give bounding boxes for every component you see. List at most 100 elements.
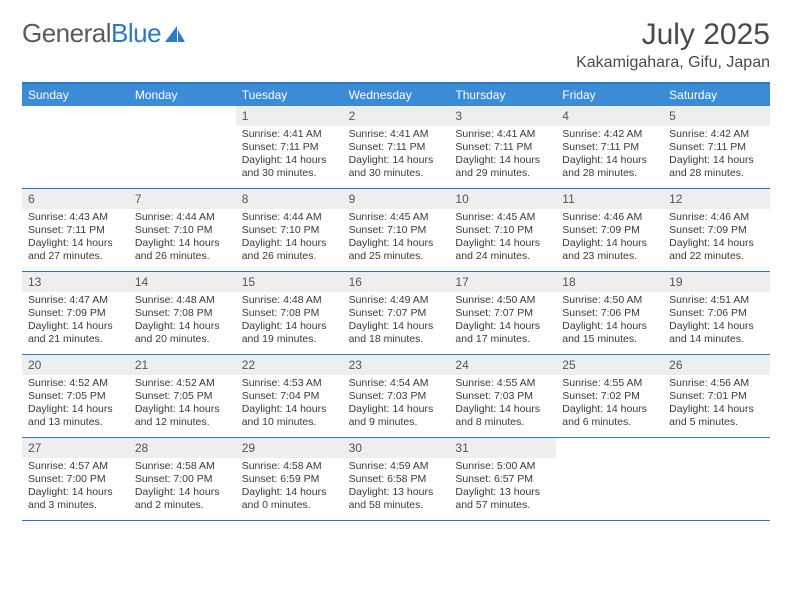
dow-saturday: Saturday <box>663 84 770 106</box>
day-cell: 27Sunrise: 4:57 AMSunset: 7:00 PMDayligh… <box>22 438 129 520</box>
day-cell <box>556 438 663 520</box>
day-details: Sunrise: 4:41 AMSunset: 7:11 PMDaylight:… <box>343 126 450 184</box>
dow-monday: Monday <box>129 84 236 106</box>
day-number: 29 <box>236 438 343 458</box>
day-number: 8 <box>236 189 343 209</box>
day-details: Sunrise: 4:45 AMSunset: 7:10 PMDaylight:… <box>449 209 556 267</box>
day-cell: 4Sunrise: 4:42 AMSunset: 7:11 PMDaylight… <box>556 106 663 188</box>
day-cell <box>129 106 236 188</box>
day-cell: 21Sunrise: 4:52 AMSunset: 7:05 PMDayligh… <box>129 355 236 437</box>
week-row: 20Sunrise: 4:52 AMSunset: 7:05 PMDayligh… <box>22 355 770 438</box>
week-row: 27Sunrise: 4:57 AMSunset: 7:00 PMDayligh… <box>22 438 770 521</box>
day-cell: 29Sunrise: 4:58 AMSunset: 6:59 PMDayligh… <box>236 438 343 520</box>
day-details: Sunrise: 4:58 AMSunset: 6:59 PMDaylight:… <box>236 458 343 516</box>
day-cell: 23Sunrise: 4:54 AMSunset: 7:03 PMDayligh… <box>343 355 450 437</box>
day-number: 6 <box>22 189 129 209</box>
day-number: 31 <box>449 438 556 458</box>
day-cell: 11Sunrise: 4:46 AMSunset: 7:09 PMDayligh… <box>556 189 663 271</box>
day-number: 25 <box>556 355 663 375</box>
day-cell <box>663 438 770 520</box>
week-row: 1Sunrise: 4:41 AMSunset: 7:11 PMDaylight… <box>22 106 770 189</box>
day-details: Sunrise: 4:53 AMSunset: 7:04 PMDaylight:… <box>236 375 343 433</box>
calendar: Sunday Monday Tuesday Wednesday Thursday… <box>22 82 770 521</box>
page-header: GeneralBlue July 2025 Kakamigahara, Gifu… <box>22 18 770 72</box>
day-details: Sunrise: 4:46 AMSunset: 7:09 PMDaylight:… <box>556 209 663 267</box>
month-title: July 2025 <box>576 18 770 52</box>
day-number: 14 <box>129 272 236 292</box>
logo-text-gray: General <box>22 18 111 49</box>
day-number: 22 <box>236 355 343 375</box>
day-details: Sunrise: 4:46 AMSunset: 7:09 PMDaylight:… <box>663 209 770 267</box>
day-details: Sunrise: 4:52 AMSunset: 7:05 PMDaylight:… <box>22 375 129 433</box>
day-details: Sunrise: 4:50 AMSunset: 7:07 PMDaylight:… <box>449 292 556 350</box>
dow-friday: Friday <box>556 84 663 106</box>
dow-thursday: Thursday <box>449 84 556 106</box>
day-number: 5 <box>663 106 770 126</box>
week-row: 13Sunrise: 4:47 AMSunset: 7:09 PMDayligh… <box>22 272 770 355</box>
day-cell: 25Sunrise: 4:55 AMSunset: 7:02 PMDayligh… <box>556 355 663 437</box>
location-text: Kakamigahara, Gifu, Japan <box>576 54 770 72</box>
dow-tuesday: Tuesday <box>236 84 343 106</box>
day-cell: 19Sunrise: 4:51 AMSunset: 7:06 PMDayligh… <box>663 272 770 354</box>
day-cell: 22Sunrise: 4:53 AMSunset: 7:04 PMDayligh… <box>236 355 343 437</box>
day-number: 15 <box>236 272 343 292</box>
day-cell: 13Sunrise: 4:47 AMSunset: 7:09 PMDayligh… <box>22 272 129 354</box>
day-number: 4 <box>556 106 663 126</box>
day-details: Sunrise: 4:43 AMSunset: 7:11 PMDaylight:… <box>22 209 129 267</box>
day-number: 28 <box>129 438 236 458</box>
day-number: 20 <box>22 355 129 375</box>
title-block: July 2025 Kakamigahara, Gifu, Japan <box>576 18 770 72</box>
day-cell: 31Sunrise: 5:00 AMSunset: 6:57 PMDayligh… <box>449 438 556 520</box>
day-number: 1 <box>236 106 343 126</box>
day-cell: 7Sunrise: 4:44 AMSunset: 7:10 PMDaylight… <box>129 189 236 271</box>
day-details: Sunrise: 4:49 AMSunset: 7:07 PMDaylight:… <box>343 292 450 350</box>
day-number: 27 <box>22 438 129 458</box>
day-number: 3 <box>449 106 556 126</box>
dow-sunday: Sunday <box>22 84 129 106</box>
day-number: 17 <box>449 272 556 292</box>
day-cell: 1Sunrise: 4:41 AMSunset: 7:11 PMDaylight… <box>236 106 343 188</box>
day-cell: 9Sunrise: 4:45 AMSunset: 7:10 PMDaylight… <box>343 189 450 271</box>
day-number: 18 <box>556 272 663 292</box>
day-details: Sunrise: 4:48 AMSunset: 7:08 PMDaylight:… <box>129 292 236 350</box>
day-cell: 3Sunrise: 4:41 AMSunset: 7:11 PMDaylight… <box>449 106 556 188</box>
logo: GeneralBlue <box>22 18 187 49</box>
day-cell: 26Sunrise: 4:56 AMSunset: 7:01 PMDayligh… <box>663 355 770 437</box>
day-details: Sunrise: 4:42 AMSunset: 7:11 PMDaylight:… <box>663 126 770 184</box>
day-details: Sunrise: 4:59 AMSunset: 6:58 PMDaylight:… <box>343 458 450 516</box>
day-number: 2 <box>343 106 450 126</box>
day-details: Sunrise: 4:47 AMSunset: 7:09 PMDaylight:… <box>22 292 129 350</box>
day-details: Sunrise: 4:44 AMSunset: 7:10 PMDaylight:… <box>236 209 343 267</box>
day-details: Sunrise: 4:50 AMSunset: 7:06 PMDaylight:… <box>556 292 663 350</box>
day-cell: 18Sunrise: 4:50 AMSunset: 7:06 PMDayligh… <box>556 272 663 354</box>
day-number: 9 <box>343 189 450 209</box>
day-cell: 24Sunrise: 4:55 AMSunset: 7:03 PMDayligh… <box>449 355 556 437</box>
day-number: 24 <box>449 355 556 375</box>
day-number: 26 <box>663 355 770 375</box>
day-details: Sunrise: 4:41 AMSunset: 7:11 PMDaylight:… <box>449 126 556 184</box>
day-details: Sunrise: 4:58 AMSunset: 7:00 PMDaylight:… <box>129 458 236 516</box>
day-details: Sunrise: 4:41 AMSunset: 7:11 PMDaylight:… <box>236 126 343 184</box>
day-of-week-row: Sunday Monday Tuesday Wednesday Thursday… <box>22 84 770 106</box>
weeks-container: 1Sunrise: 4:41 AMSunset: 7:11 PMDaylight… <box>22 106 770 521</box>
day-cell <box>22 106 129 188</box>
day-details: Sunrise: 4:54 AMSunset: 7:03 PMDaylight:… <box>343 375 450 433</box>
day-details: Sunrise: 4:42 AMSunset: 7:11 PMDaylight:… <box>556 126 663 184</box>
week-row: 6Sunrise: 4:43 AMSunset: 7:11 PMDaylight… <box>22 189 770 272</box>
day-cell: 12Sunrise: 4:46 AMSunset: 7:09 PMDayligh… <box>663 189 770 271</box>
day-cell: 20Sunrise: 4:52 AMSunset: 7:05 PMDayligh… <box>22 355 129 437</box>
day-number: 21 <box>129 355 236 375</box>
day-cell: 28Sunrise: 4:58 AMSunset: 7:00 PMDayligh… <box>129 438 236 520</box>
day-number: 16 <box>343 272 450 292</box>
day-details: Sunrise: 4:45 AMSunset: 7:10 PMDaylight:… <box>343 209 450 267</box>
day-number: 12 <box>663 189 770 209</box>
day-cell: 17Sunrise: 4:50 AMSunset: 7:07 PMDayligh… <box>449 272 556 354</box>
day-details: Sunrise: 4:55 AMSunset: 7:03 PMDaylight:… <box>449 375 556 433</box>
day-cell: 30Sunrise: 4:59 AMSunset: 6:58 PMDayligh… <box>343 438 450 520</box>
day-cell: 14Sunrise: 4:48 AMSunset: 7:08 PMDayligh… <box>129 272 236 354</box>
day-number: 30 <box>343 438 450 458</box>
logo-text-blue: Blue <box>111 18 161 49</box>
day-details: Sunrise: 4:56 AMSunset: 7:01 PMDaylight:… <box>663 375 770 433</box>
dow-wednesday: Wednesday <box>343 84 450 106</box>
day-number: 11 <box>556 189 663 209</box>
